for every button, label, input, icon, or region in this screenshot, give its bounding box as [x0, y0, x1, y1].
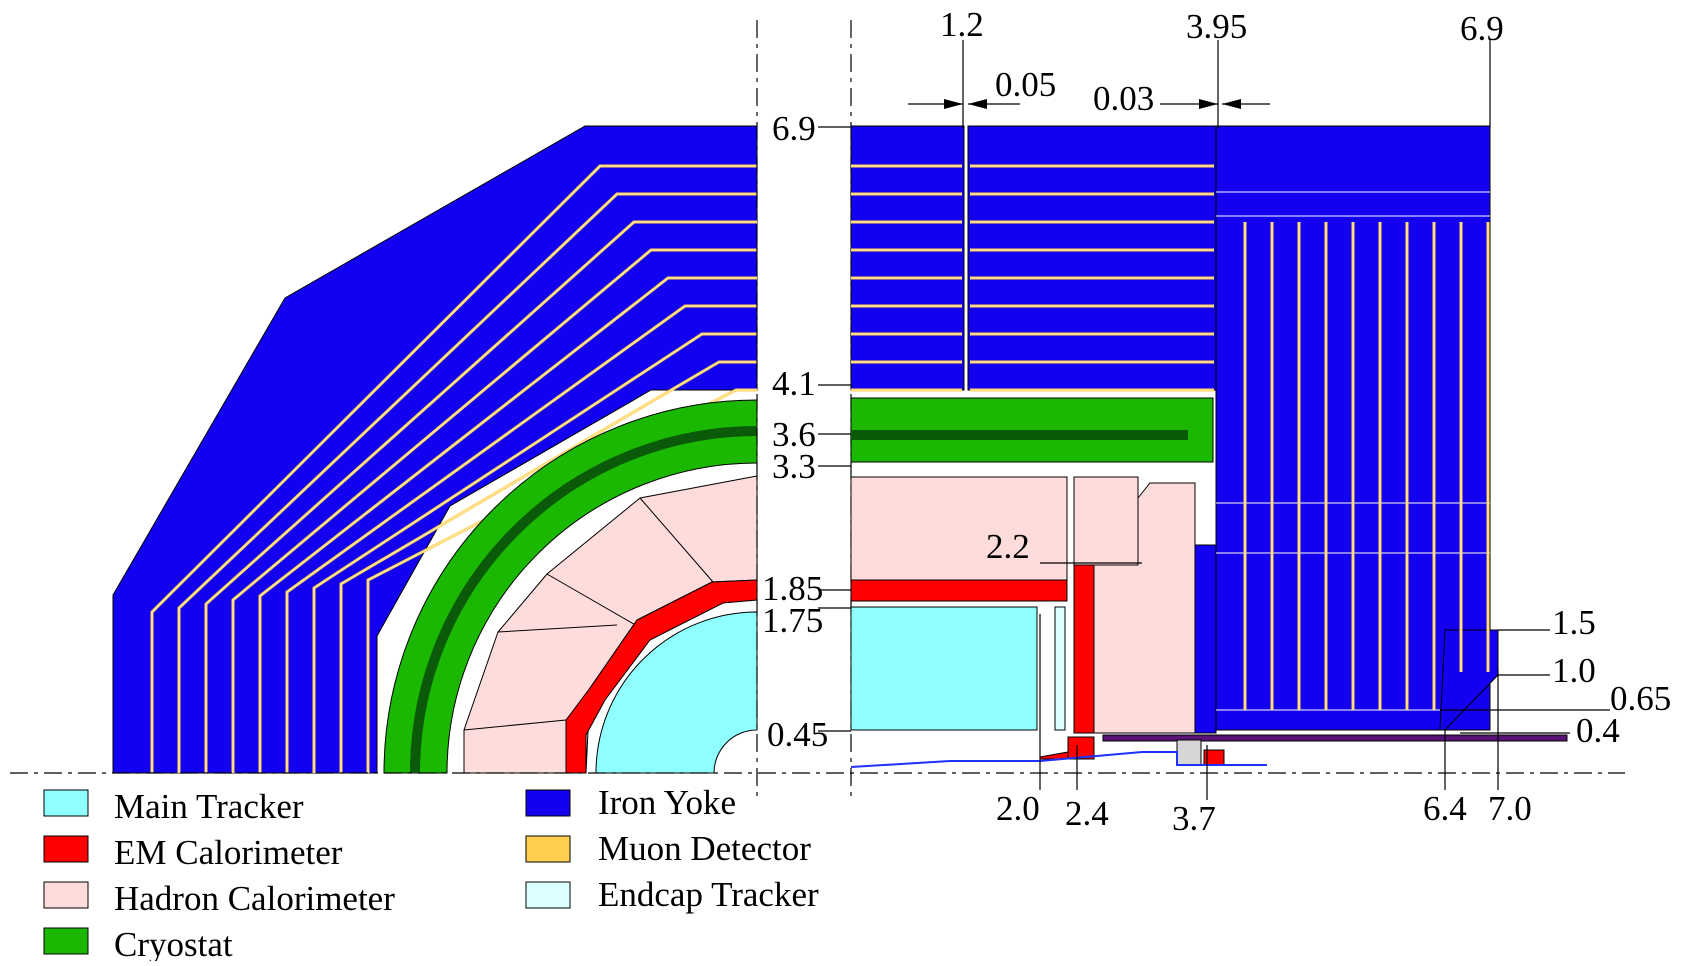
legend: Main Tracker EM Calorimeter Hadron Calor…	[43, 783, 819, 964]
dim-label-3-7: 3.7	[1172, 799, 1216, 838]
legend-swatch-main-tracker	[43, 789, 89, 817]
dim-label-2-2: 2.2	[986, 527, 1030, 566]
legend-swatch-hadron-calorimeter	[43, 881, 89, 909]
dim-label-0-03: 0.03	[1093, 79, 1154, 118]
main-tracker-left	[595, 611, 758, 774]
legend-item-muon-detector: Muon Detector	[525, 829, 811, 868]
legend-swatch-endcap-tracker	[525, 881, 571, 909]
barrel-muon-chamber-6-edge	[313, 333, 757, 773]
dim-label-3-6: 3.6	[772, 415, 816, 454]
dimension-arrows	[944, 99, 1241, 109]
endcap-yoke-step	[1194, 544, 1217, 734]
dim-label-3-3: 3.3	[772, 447, 816, 486]
legend-item-iron-yoke: Iron Yoke	[525, 783, 736, 822]
legend-item-endcap-tracker: Endcap Tracker	[525, 875, 819, 914]
endcap-hadron-upper	[1073, 476, 1139, 566]
dim-label-1-0: 1.0	[1552, 651, 1596, 690]
legend-swatch-muon-detector	[525, 835, 571, 863]
legend-item-main-tracker: Main Tracker	[43, 787, 304, 826]
barrel-muon-chamber-1-edge	[178, 193, 757, 773]
dim-label-2-4: 2.4	[1065, 794, 1109, 833]
dim-label-1-85: 1.85	[762, 569, 823, 608]
dim-label-3-95: 3.95	[1186, 7, 1247, 46]
dim-label-2-0: 2.0	[996, 789, 1040, 828]
forward-plug-bar	[1102, 734, 1568, 742]
barrel-muon-chamber-2-edge	[205, 221, 757, 773]
cryostat-coil-bar	[851, 430, 1188, 440]
barrel-yoke-right-a	[850, 125, 965, 391]
dim-label-1-2: 1.2	[940, 5, 984, 44]
em-calorimeter-right	[850, 579, 1068, 602]
forward-calorimeter	[1176, 739, 1202, 766]
dim-label-6-4: 6.4	[1423, 789, 1467, 828]
barrel-muon-chambers	[150, 164, 757, 773]
dim-label-0-05: 0.05	[995, 65, 1056, 104]
endcap-em-calorimeter	[1073, 564, 1095, 734]
barrel-muon-chambers-right	[851, 164, 1214, 392]
main-tracker-right	[850, 606, 1038, 731]
legend-label-main-tracker: Main Tracker	[114, 787, 304, 826]
legend-label-hadron-calorimeter: Hadron Calorimeter	[114, 879, 395, 918]
legend-label-endcap-tracker: Endcap Tracker	[598, 875, 819, 914]
legend-label-muon-detector: Muon Detector	[598, 829, 811, 868]
legend-item-cryostat: Cryostat	[43, 925, 233, 964]
barrel-muon-chamber-7-edge	[340, 361, 757, 773]
cryostat-coil-arc	[410, 426, 758, 774]
dim-label-top-6-9: 6.9	[1460, 9, 1504, 48]
dim-label-6-9: 6.9	[772, 109, 816, 148]
dim-label-0-65: 0.65	[1610, 679, 1671, 718]
endcap-muon-chambers	[1243, 222, 1490, 710]
legend-item-em-calorimeter: EM Calorimeter	[43, 833, 343, 872]
barrel-muon-chamber-4-edge	[259, 277, 757, 773]
dim-label-0-4: 0.4	[1576, 711, 1620, 750]
dim-label-1-5: 1.5	[1552, 603, 1596, 642]
legend-label-em-calorimeter: EM Calorimeter	[114, 833, 343, 872]
barrel-muon-chamber-0-edge	[151, 165, 757, 773]
legend-label-cryostat: Cryostat	[114, 925, 233, 961]
dim-label-4-1: 4.1	[772, 364, 816, 403]
legend-swatch-em-calorimeter	[43, 835, 89, 863]
barrel-muon-chamber-3-edge	[232, 249, 757, 773]
forward-em-block	[1067, 736, 1095, 760]
legend-swatch-cryostat	[43, 927, 89, 955]
legend-swatch-iron-yoke	[525, 789, 571, 817]
dim-label-7-0: 7.0	[1488, 789, 1532, 828]
barrel-muon-chamber-5-edge	[286, 305, 757, 773]
dim-label-0-45: 0.45	[767, 715, 828, 754]
beampipe	[850, 751, 1267, 768]
hadron-calorimeter-right	[850, 476, 1068, 581]
legend-item-hadron-calorimeter: Hadron Calorimeter	[43, 879, 395, 918]
dim-label-1-75: 1.75	[762, 601, 823, 640]
legend-label-iron-yoke: Iron Yoke	[598, 783, 736, 822]
endcap-tracker	[1054, 606, 1066, 731]
